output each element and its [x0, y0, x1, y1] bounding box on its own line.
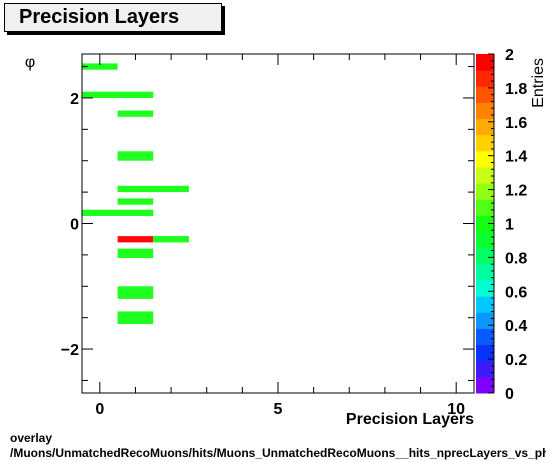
colorbar-segment-4: [476, 312, 494, 329]
colorbar-tick-label-4: 0.8: [505, 250, 527, 267]
colorbar-segment-2: [476, 344, 494, 362]
colorbar-tick-label-8: 1.6: [505, 115, 527, 132]
heatmap-cell-4: [117, 157, 154, 161]
colorbar-segment-19: [476, 70, 494, 87]
x-axis-label: Precision Layers: [346, 411, 474, 428]
colorbar-tick-label-10: 2: [505, 47, 514, 64]
colorbar-segment-17: [476, 102, 494, 120]
y-tick-label-0: −2: [61, 342, 79, 359]
y-tick-label-1: 0: [70, 217, 79, 234]
heatmap-cell-1: [82, 91, 154, 98]
y-tick-label-2: 2: [70, 91, 79, 108]
heatmap-cell-8: [117, 236, 154, 243]
colorbar-tick-label-7: 1.4: [505, 149, 527, 166]
colorbar-tick-label-6: 1.2: [505, 183, 527, 200]
colorbar-segment-12: [476, 183, 494, 200]
heatmap-cell-7: [82, 209, 154, 216]
colorbar-label: Entries: [530, 58, 546, 108]
colorbar-segment-0: [476, 376, 494, 394]
heatmap-cell-12: [117, 311, 154, 324]
footer-overlay-label: overlay: [10, 431, 53, 445]
heatmap-cell-5: [117, 185, 189, 193]
colorbar-segment-3: [476, 328, 494, 346]
colorbar-tick-label-2: 0.4: [505, 318, 527, 335]
heatmap-cell-10: [117, 248, 154, 258]
colorbar-tick-label-1: 0.2: [505, 352, 527, 369]
colorbar-segment-7: [476, 263, 494, 281]
colorbar-segment-11: [476, 199, 494, 216]
heatmap-cell-6: [117, 198, 154, 205]
colorbar-segment-20: [476, 54, 494, 71]
colorbar-segment-13: [476, 167, 494, 184]
colorbar-tick-label-3: 0.6: [505, 284, 527, 301]
heatmap-cell-11: [117, 286, 154, 299]
colorbar: 0 0.2 0.4 0.6 0.8 1 1.2 1.4 1.6 1.8 2: [476, 47, 527, 403]
colorbar-segment-15: [476, 134, 494, 152]
colorbar-tick-label-5: 1: [505, 217, 514, 234]
colorbar-segment-9: [476, 231, 494, 249]
heatmap-cell-9: [153, 236, 189, 243]
heatmap-cells: [82, 63, 189, 324]
title-box: Precision Layers: [4, 3, 222, 32]
footer-histogram-path: /Muons/UnmatchedRecoMuons/hits/Muons_Unm…: [10, 446, 546, 460]
x-tick-label-2: 10: [447, 401, 465, 418]
colorbar-segment-8: [476, 247, 494, 265]
x-axis: 0 5 10: [95, 54, 465, 418]
x-tick-label-1: 5: [274, 401, 283, 418]
plot-frame: [81, 53, 475, 394]
colorbar-segment-18: [476, 86, 494, 103]
colorbar-segment-16: [476, 118, 494, 136]
colorbar-segment-1: [476, 360, 494, 378]
colorbar-segment-10: [476, 215, 494, 233]
heatmap-cell-3: [117, 151, 154, 158]
colorbar-segment-5: [476, 296, 494, 313]
chart-title: Precision Layers: [19, 6, 180, 28]
colorbar-tick-label-0: 0: [505, 386, 514, 403]
y-axis: −2 0 2: [61, 66, 474, 381]
colorbar-tick-label-9: 1.8: [505, 81, 527, 98]
heatmap-cell-2: [117, 110, 154, 117]
colorbar-segment-6: [476, 280, 494, 297]
heatmap-cell-0: [82, 63, 118, 70]
y-axis-label: φ: [25, 54, 35, 71]
x-tick-label-0: 0: [95, 401, 104, 418]
colorbar-segment-14: [476, 150, 494, 168]
